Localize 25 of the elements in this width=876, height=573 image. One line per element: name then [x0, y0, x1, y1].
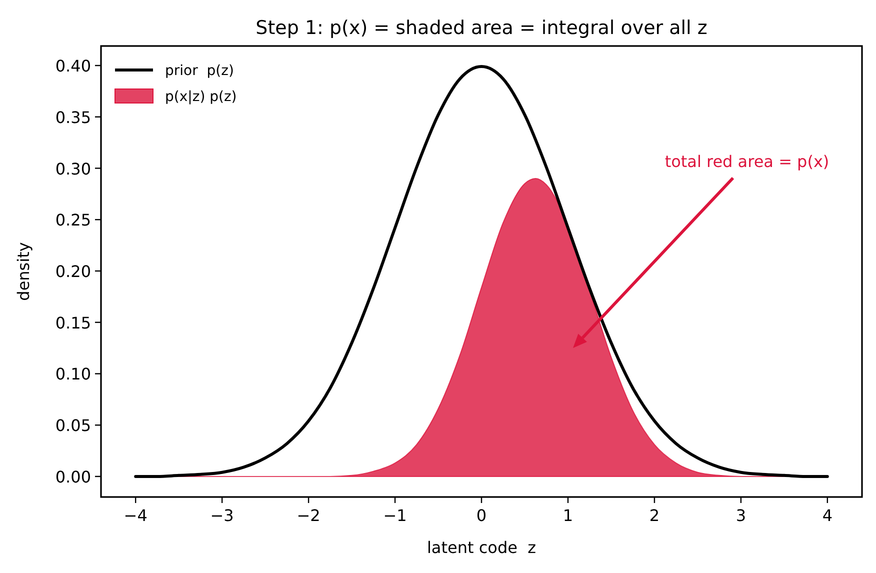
- legend-label: prior p(z): [165, 63, 234, 79]
- x-tick-label: 4: [822, 506, 833, 525]
- x-tick-label: −4: [124, 506, 148, 525]
- x-axis-title: latent code z: [426, 538, 536, 557]
- x-tick-label: 2: [649, 506, 660, 525]
- y-tick-label: 0.30: [55, 159, 91, 178]
- x-tick-label: 3: [736, 506, 746, 525]
- y-tick-label: 0.00: [55, 467, 91, 486]
- y-tick-label: 0.15: [55, 313, 91, 332]
- x-tick-label: −2: [296, 506, 320, 525]
- y-tick-label: 0.35: [55, 108, 91, 127]
- y-tick-label: 0.25: [55, 210, 91, 230]
- y-tick-label: 0.05: [55, 416, 91, 436]
- x-tick-label: 1: [562, 506, 574, 525]
- x-tick-label: −1: [383, 506, 407, 525]
- legend-label: p(x|z) p(z): [165, 89, 237, 105]
- y-tick-label: 0.40: [55, 56, 91, 76]
- line-series: [134, 65, 829, 478]
- annotation: total red area = p(x): [664, 152, 830, 171]
- x-tick-label: 0: [476, 506, 487, 525]
- x-tick-label: −3: [210, 506, 234, 525]
- y-axis-title: density: [14, 242, 33, 301]
- y-tick-label: 0.20: [55, 262, 91, 281]
- chart-title: Step 1: p(x) = shaded area = integral over all z: [256, 17, 708, 39]
- y-tick-label: 0.10: [55, 364, 91, 384]
